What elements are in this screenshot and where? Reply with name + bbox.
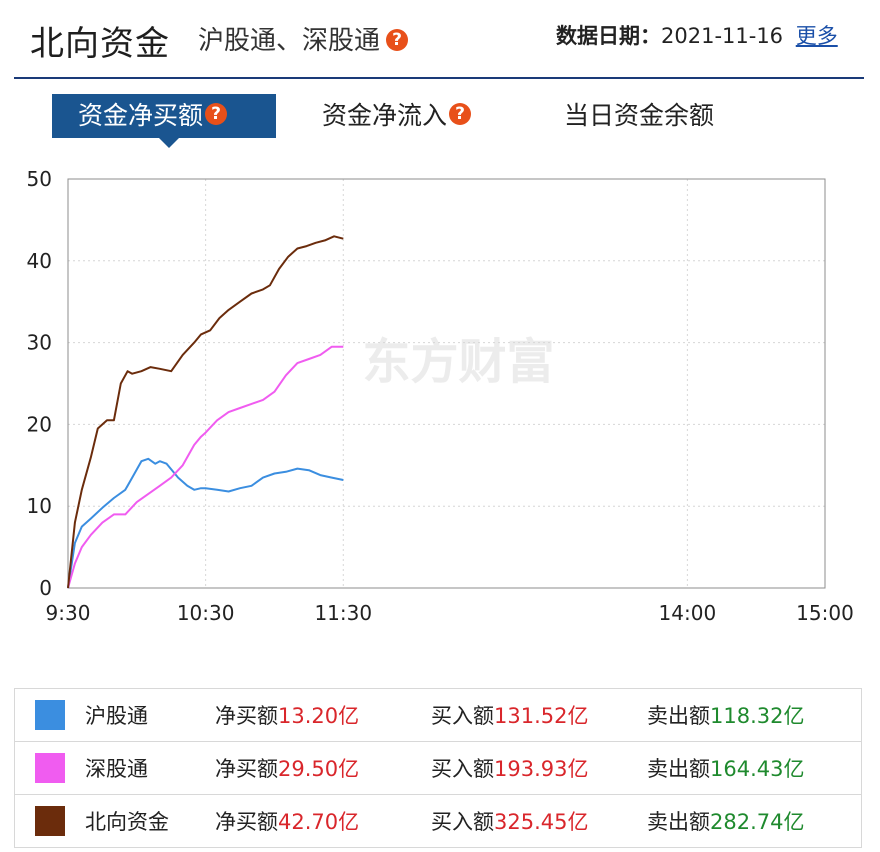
net-buy-cell: 净买额42.70亿 — [215, 794, 431, 848]
y-tick-label: 50 — [27, 167, 52, 191]
page-subtitle: 沪股通、深股通? — [198, 20, 409, 57]
more-link[interactable]: 更多 — [795, 24, 838, 48]
net-buy-label: 净买额 — [215, 810, 278, 834]
subtitle-text: 沪股通、深股通 — [198, 26, 381, 56]
tab-label: 资金净买额 — [78, 101, 204, 130]
plot-area — [67, 178, 826, 589]
table-row: 沪股通 净买额13.20亿 买入额131.52亿 卖出额118.32亿 — [15, 689, 862, 742]
legend-swatch — [35, 806, 65, 836]
date-value: 2021-11-16 — [661, 24, 784, 48]
buy-cell: 买入额131.52亿 — [431, 689, 647, 742]
sell-label: 卖出额 — [647, 810, 710, 834]
series-cell: 北向资金 — [14, 794, 215, 848]
net-buy-value: 13.20亿 — [278, 704, 360, 728]
table-row: 深股通 净买额29.50亿 买入额193.93亿 卖出额164.43亿 — [14, 741, 862, 795]
date-label: 数据日期： — [556, 24, 661, 48]
buy-label: 买入额 — [431, 704, 494, 728]
summary-table: 沪股通 净买额13.20亿 买入额131.52亿 卖出额118.32亿 深股通 净买额29… — [14, 688, 862, 848]
net-buy-label: 净买额 — [215, 757, 278, 781]
series-line-3 — [67, 235, 344, 589]
y-tick-label: 20 — [27, 412, 52, 436]
series-cell: 深股通 — [14, 741, 215, 795]
series-cell: 沪股通 — [15, 689, 216, 742]
header-divider — [14, 77, 864, 79]
buy-label: 买入额 — [431, 810, 494, 834]
page-title: 北向资金 — [30, 24, 170, 64]
series-name: 北向资金 — [85, 810, 169, 834]
tab-net-buy[interactable]: 资金净买额? — [52, 94, 276, 138]
tab-net-inflow[interactable]: 资金净流入? — [322, 94, 472, 138]
sell-label: 卖出额 — [647, 704, 710, 728]
y-tick-label: 0 — [39, 576, 52, 600]
watermark: 东方财富 — [362, 334, 554, 390]
tab-bar: 资金净买额? 资金净流入? 当日资金余额 — [0, 94, 880, 154]
header: 北向资金 沪股通、深股通? 数据日期：2021-11-16 更多 — [0, 0, 880, 80]
question-mark-icon[interactable]: ? — [205, 103, 228, 125]
y-tick-label: 10 — [27, 494, 52, 518]
x-tick-label: 11:30 — [314, 601, 372, 625]
y-tick-label: 30 — [27, 331, 52, 355]
active-tab-pointer — [159, 138, 179, 148]
sell-cell: 卖出额282.74亿 — [647, 794, 862, 848]
sell-label: 卖出额 — [647, 757, 710, 781]
tab-label: 当日资金余额 — [564, 101, 715, 130]
sell-value: 164.43亿 — [710, 757, 805, 781]
x-tick-label: 9:30 — [46, 601, 91, 625]
sell-value: 282.74亿 — [710, 810, 805, 834]
buy-label: 买入额 — [431, 757, 494, 781]
tab-daily-balance[interactable]: 当日资金余额 — [564, 94, 714, 138]
series-line-2 — [67, 345, 344, 589]
legend-swatch — [35, 753, 65, 783]
net-buy-value: 42.70亿 — [278, 810, 360, 834]
buy-value: 325.45亿 — [494, 810, 589, 834]
sell-value: 118.32亿 — [710, 704, 805, 728]
tab-label: 资金净流入 — [322, 101, 448, 130]
buy-value: 193.93亿 — [494, 757, 589, 781]
table-row: 北向资金 净买额42.70亿 买入额325.45亿 卖出额282.74亿 — [14, 794, 862, 848]
net-buy-label: 净买额 — [215, 704, 278, 728]
line-chart: 东方财富 0 10 20 30 40 50 9:30 10:30 11:30 14:00 15:00 — [27, 167, 854, 625]
net-buy-cell: 净买额13.20亿 — [215, 689, 431, 742]
series-name: 沪股通 — [85, 704, 148, 728]
series-line-1 — [67, 457, 344, 589]
x-tick-label: 10:30 — [177, 601, 235, 625]
buy-value: 131.52亿 — [494, 704, 589, 728]
series-name: 深股通 — [85, 757, 148, 781]
net-buy-value: 29.50亿 — [278, 757, 360, 781]
question-mark-icon[interactable]: ? — [449, 103, 472, 125]
sell-cell: 卖出额118.32亿 — [647, 689, 862, 742]
buy-cell: 买入额325.45亿 — [431, 794, 647, 848]
x-tick-label: 14:00 — [659, 601, 717, 625]
data-date: 数据日期：2021-11-16 更多 — [556, 20, 838, 50]
question-mark-icon[interactable]: ? — [386, 28, 409, 51]
net-buy-cell: 净买额29.50亿 — [215, 741, 431, 795]
y-tick-label: 40 — [27, 249, 52, 273]
sell-cell: 卖出额164.43亿 — [647, 741, 862, 795]
x-tick-label: 15:00 — [796, 601, 854, 625]
buy-cell: 买入额193.93亿 — [431, 741, 647, 795]
legend-swatch — [35, 700, 65, 730]
